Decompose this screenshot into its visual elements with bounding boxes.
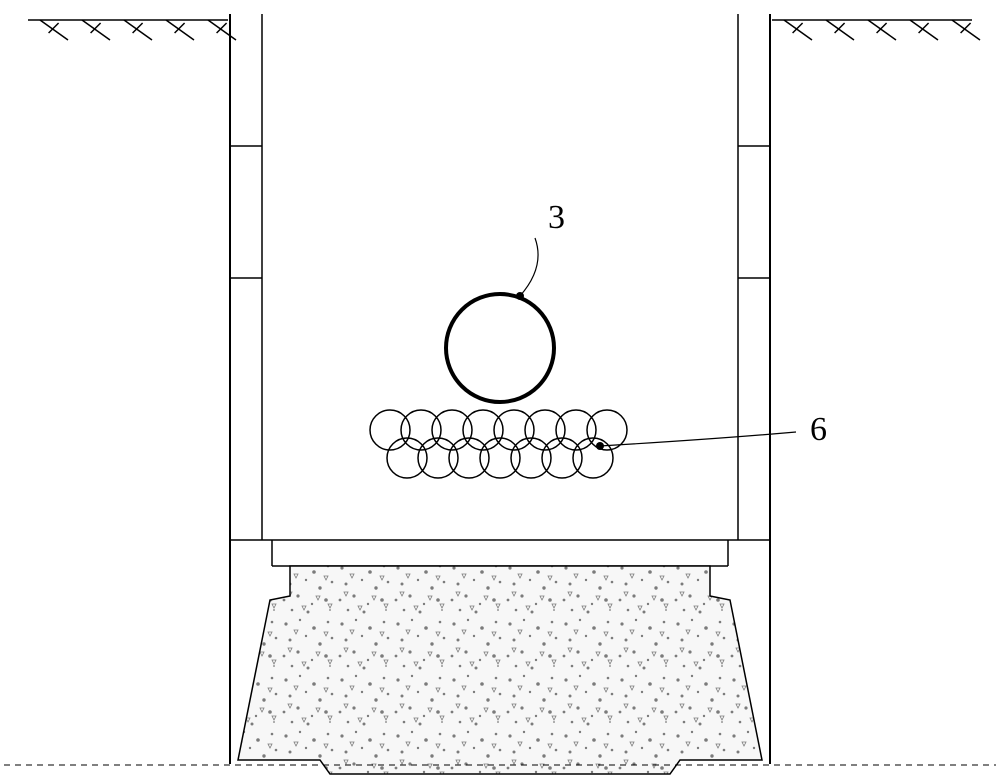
label-l3-label: 3 [548,199,565,236]
label-l3-leader-dot [516,292,524,300]
label-l6-leader-dot [596,442,604,450]
concrete-base [238,566,762,774]
label-l6-label: 6 [810,411,827,448]
